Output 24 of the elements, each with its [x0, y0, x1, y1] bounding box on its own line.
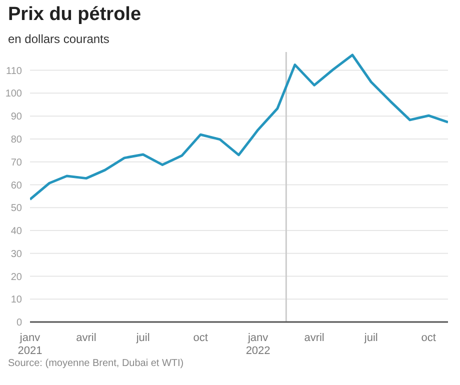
x-tick-label: oct — [193, 332, 208, 344]
x-tick-label: juil — [363, 332, 378, 344]
chart-subtitle: en dollars courants — [8, 32, 110, 46]
y-tick-label: 60 — [10, 180, 22, 192]
x-tick-label: avril — [76, 332, 96, 344]
x-tick-label: juil — [135, 332, 150, 344]
y-tick-label: 40 — [10, 226, 22, 238]
y-tick-label: 0 — [16, 318, 22, 329]
y-tick-label: 30 — [10, 248, 22, 260]
y-tick-label: 90 — [10, 112, 22, 123]
source-note: Source: (moyenne Brent, Dubai et WTI) — [8, 358, 184, 369]
chart-title: Prix du pétrole — [8, 4, 142, 25]
x-tick-label: janv 2021 — [18, 332, 42, 357]
y-tick-label: 70 — [10, 157, 22, 168]
y-tick-label: 10 — [10, 294, 22, 306]
y-tick-label: 110 — [6, 66, 22, 77]
x-tick-label: avril — [304, 332, 324, 344]
y-tick-label: 80 — [10, 134, 22, 146]
line-series — [30, 54, 448, 201]
y-tick-label: 20 — [10, 272, 22, 283]
x-tick-label: oct — [421, 332, 436, 344]
y-tick-label: 50 — [10, 203, 22, 214]
x-tick-label: janv 2022 — [246, 332, 270, 357]
y-tick-label: 100 — [5, 88, 22, 100]
